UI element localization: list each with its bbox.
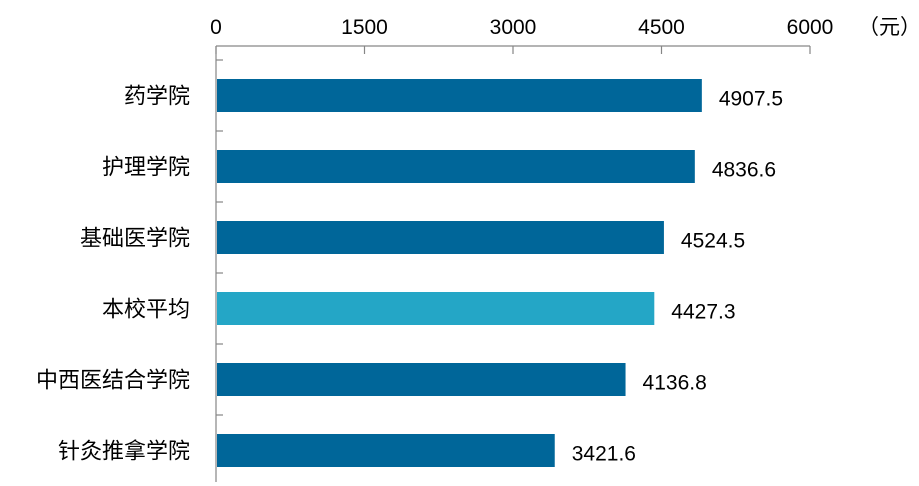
x-tick-label: 3000 <box>490 16 537 39</box>
category-label: 针灸推拿学院 <box>58 439 190 465</box>
data-label: 4427.3 <box>671 301 735 324</box>
data-label: 4836.6 <box>712 159 776 182</box>
x-tick-label: 0 <box>210 16 222 39</box>
category-label: 护理学院 <box>102 156 190 181</box>
data-label: 4524.5 <box>681 230 745 253</box>
bar <box>217 292 655 325</box>
data-label: 4136.8 <box>643 372 707 395</box>
bar <box>217 363 626 396</box>
data-label: 4907.5 <box>719 88 783 111</box>
x-tick-label: 4500 <box>638 16 685 39</box>
x-tick-label: 6000 <box>787 16 834 39</box>
x-tick-label: 1500 <box>341 16 388 39</box>
bar <box>217 150 695 183</box>
category-label: 本校平均 <box>102 298 190 323</box>
bars: 药学院 4907.5 护理学院 4836.6 基础医学院 4524.5 本校平均 4427.3… <box>36 79 783 467</box>
category-label: 药学院 <box>124 85 190 110</box>
category-label: 基础医学院 <box>80 227 190 252</box>
x-axis: 0 1500 3000 4500 6000 <box>210 16 833 482</box>
bar <box>217 221 664 254</box>
bar <box>217 79 702 112</box>
data-label: 3421.6 <box>572 443 636 466</box>
category-label: 中西医结合学院 <box>36 369 190 394</box>
unit-label: （元） <box>858 15 919 39</box>
bar <box>217 434 555 467</box>
